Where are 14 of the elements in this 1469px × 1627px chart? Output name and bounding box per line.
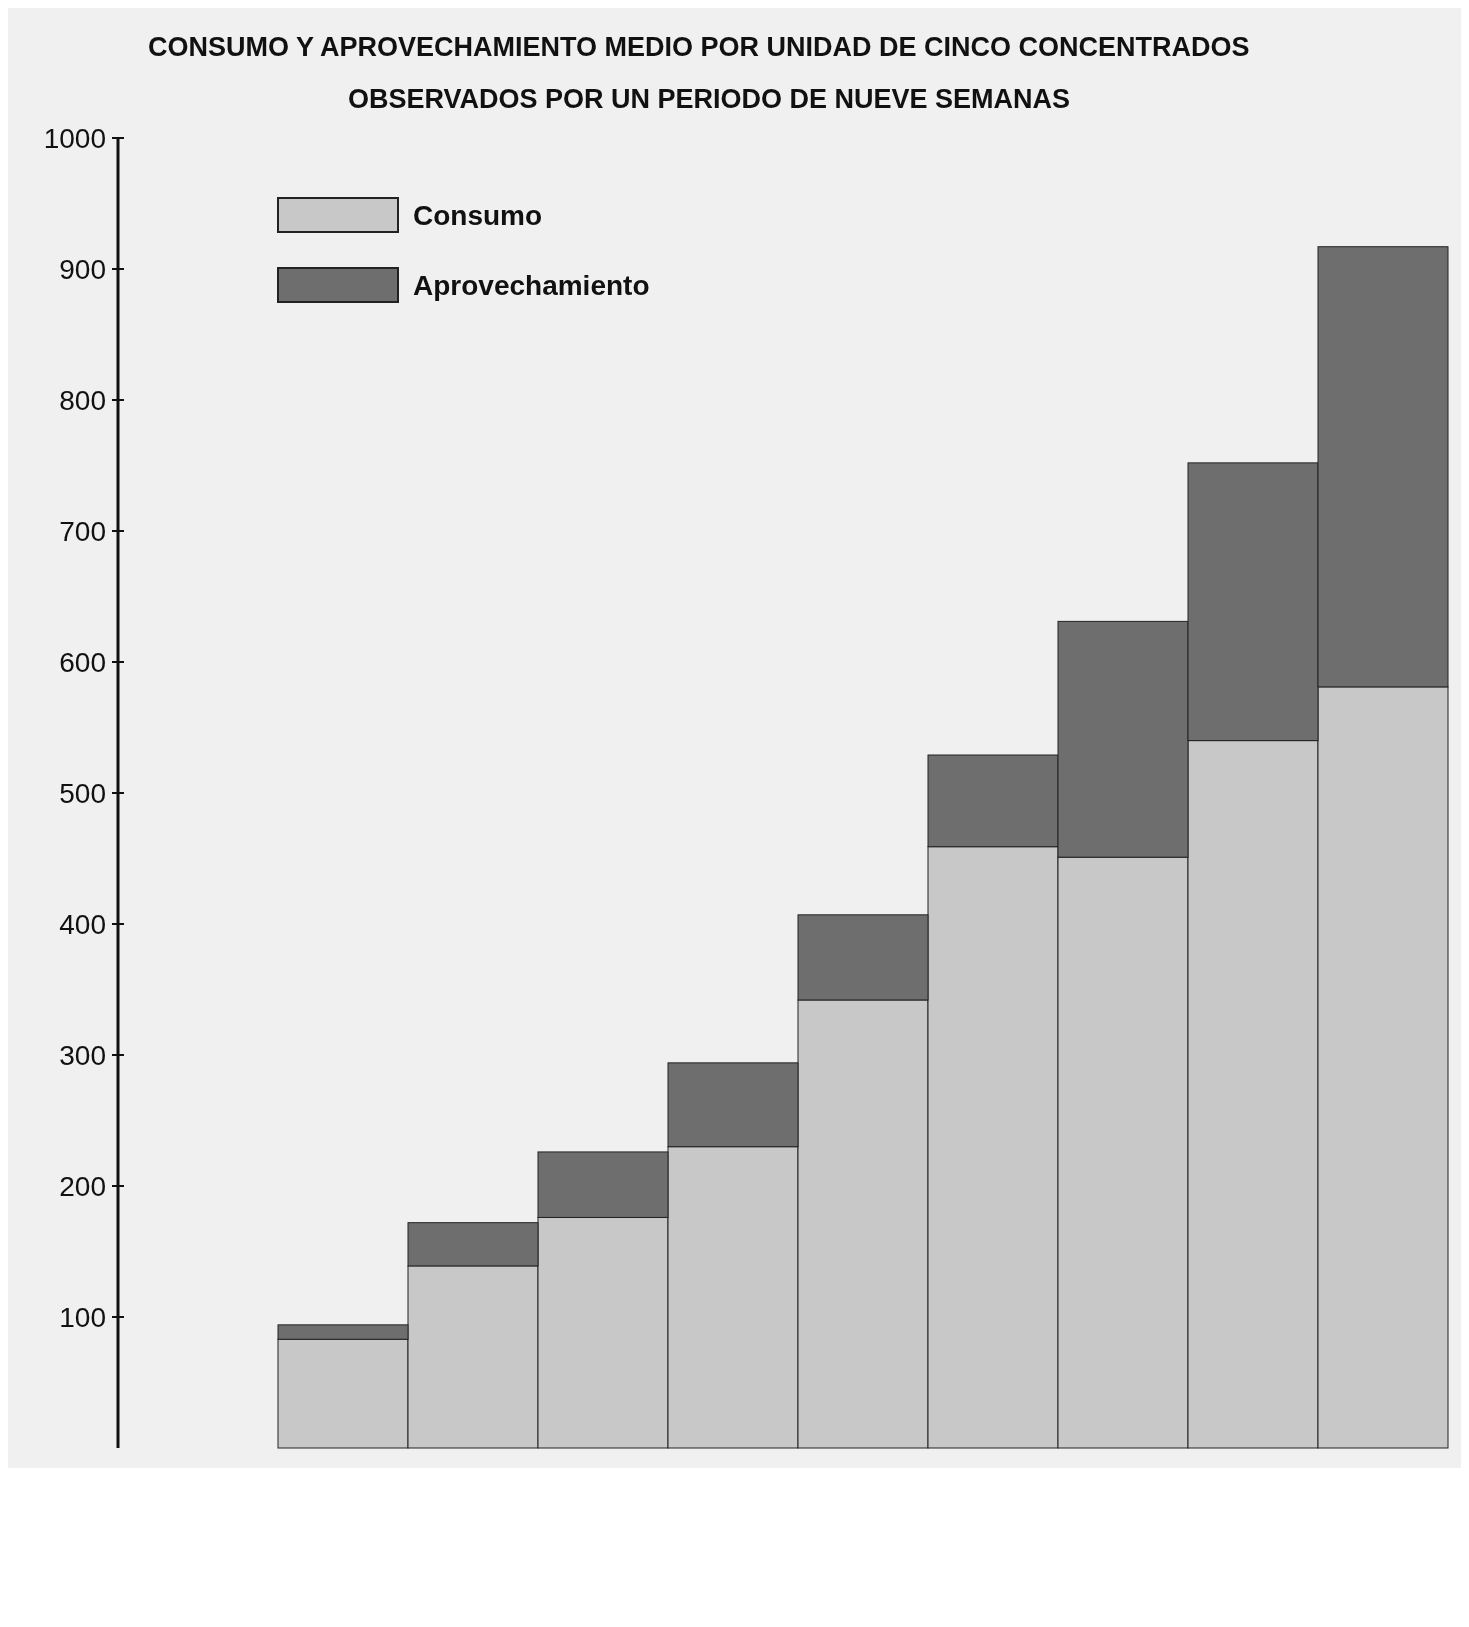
y-tick-label: 800: [59, 384, 106, 416]
legend-label: Aprovechamiento: [413, 269, 650, 301]
y-tick-label: 300: [59, 1039, 106, 1071]
chart-title: CONSUMO Y APROVECHAMIENTO MEDIO POR UNIDAD DE CINCO CONCENTRADOS: [148, 32, 1250, 62]
y-tick-label: 100: [59, 1301, 106, 1333]
chart-subtitle: OBSERVADOS POR UN PERIODO DE NUEVE SEMANAS: [348, 84, 1071, 114]
y-tick-label: 1000: [43, 122, 106, 154]
y-tick-label: 200: [59, 1170, 106, 1202]
y-tick-label: 500: [59, 777, 106, 809]
y-tick-label: 700: [59, 515, 106, 547]
y-tick-label: 400: [59, 908, 106, 940]
y-tick-label: 600: [59, 646, 106, 678]
legend-label: Consumo: [413, 199, 543, 231]
y-tick-label: 900: [59, 253, 106, 285]
